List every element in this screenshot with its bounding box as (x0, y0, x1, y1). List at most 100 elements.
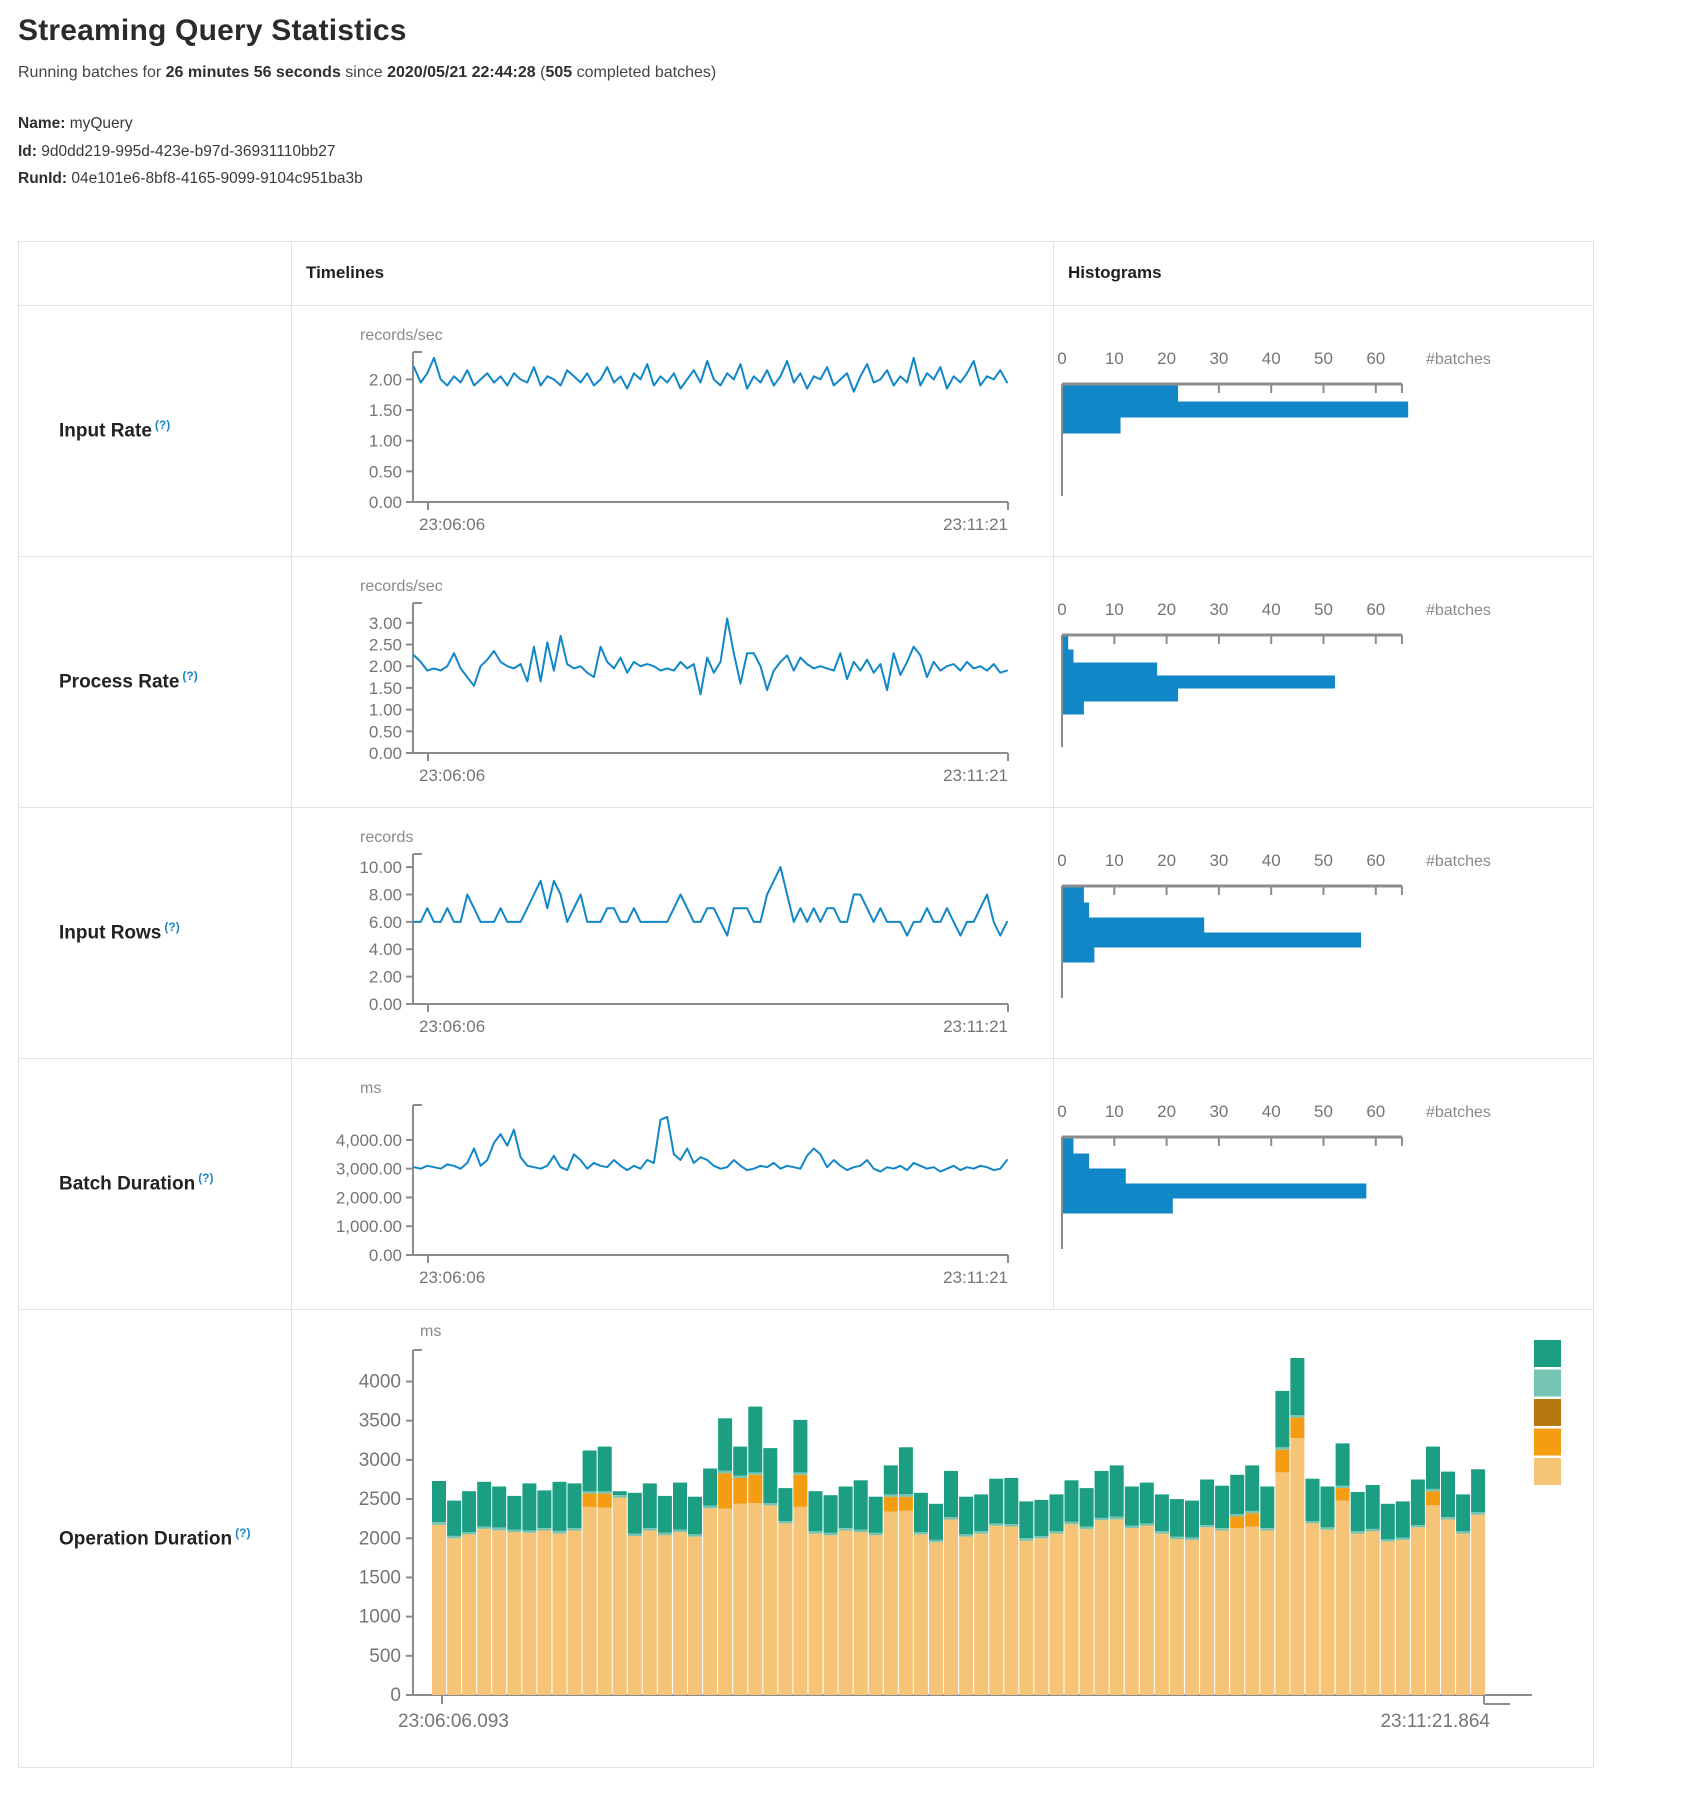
svg-text:3000: 3000 (359, 1450, 401, 1471)
input-rate-timeline-cell: records/sec 2.00 1.50 1.00 0.50 0.00 23:06:06 2… (291, 304, 1054, 557)
svg-text:23:06:06: 23:06:06 (419, 766, 485, 785)
process-rate-help-icon[interactable]: (?) (182, 669, 198, 684)
query-meta: Name: myQuery Id: 9d0dd219-995d-423e-b97… (18, 110, 1675, 193)
svg-text:0: 0 (1057, 1102, 1066, 1121)
process-rate-label: Process Rate (?) (59, 669, 198, 693)
svg-text:6.00: 6.00 (369, 912, 402, 931)
input-rows-help-icon[interactable]: (?) (164, 920, 180, 935)
svg-text:50: 50 (1314, 851, 1333, 870)
input-rows-row: Input Rows (?) records 10.00 8.00 6.00 4.00 2.… (18, 806, 1594, 1059)
svg-text:10: 10 (1105, 851, 1124, 870)
batch-duration-label-cell: Batch Duration (?) (18, 1057, 292, 1310)
operation-duration-help-icon[interactable]: (?) (235, 1525, 251, 1540)
svg-text:20: 20 (1157, 349, 1176, 368)
process-rate-histogram-cell: 0 10 20 30 40 50 60 #batches (1053, 555, 1594, 808)
batch-duration-timeline-chart: ms 4,000.00 3,000.00 2,000.00 1,000.00 0.00 23… (336, 1080, 1009, 1287)
svg-text:10: 10 (1105, 600, 1124, 619)
input-rows-label: Input Rows (?) (59, 920, 180, 944)
svg-text:40: 40 (1262, 349, 1281, 368)
svg-text:23:11:21: 23:11:21 (943, 515, 1008, 534)
svg-text:records: records (360, 829, 413, 846)
batch-duration-help-icon[interactable]: (?) (198, 1171, 214, 1186)
svg-text:50: 50 (1314, 349, 1333, 368)
running-batches-summary: Running batches for 26 minutes 56 second… (18, 64, 1675, 82)
svg-text:4000: 4000 (359, 1372, 401, 1393)
svg-text:3500: 3500 (359, 1411, 401, 1432)
svg-text:1.00: 1.00 (369, 431, 402, 450)
runid-label: RunId: (18, 170, 68, 187)
svg-text:30: 30 (1209, 600, 1228, 619)
query-runid-line: RunId: 04e101e6-8bf8-4165-9099-9104c951b… (18, 165, 1675, 193)
svg-text:500: 500 (369, 1646, 401, 1667)
svg-text:0.00: 0.00 (369, 493, 402, 512)
svg-text:23:11:21: 23:11:21 (943, 1017, 1008, 1036)
operation-duration-label-cell: Operation Duration (?) (18, 1308, 292, 1768)
svg-text:#batches: #batches (1426, 1104, 1491, 1121)
id-value: 9d0dd219-995d-423e-b97d-36931110bb27 (41, 142, 336, 160)
svg-text:#batches: #batches (1426, 351, 1491, 368)
batch-duration-histogram-cell: 0 10 20 30 40 50 60 #batches (1053, 1057, 1594, 1310)
process-rate-histogram-chart: 0 10 20 30 40 50 60 #batches (1057, 600, 1491, 747)
input-rate-help-icon[interactable]: (?) (154, 418, 171, 433)
svg-text:60: 60 (1366, 349, 1385, 368)
batch-duration-label: Batch Duration (?) (59, 1171, 214, 1195)
svg-text:60: 60 (1366, 600, 1385, 619)
svg-text:20: 20 (1157, 1102, 1176, 1121)
start-time: 2020/05/21 22:44:28 (387, 64, 536, 81)
svg-text:60: 60 (1366, 851, 1385, 870)
svg-text:0: 0 (390, 1685, 401, 1706)
id-label: Id: (18, 142, 37, 160)
svg-text:23:11:21: 23:11:21 (943, 766, 1008, 785)
input-rate-histogram-cell: 0 10 20 30 40 50 60 #batches (1053, 304, 1594, 557)
svg-text:ms: ms (360, 1080, 381, 1097)
statistics-table: Timelines Histograms Input Rate (?) recor… (18, 240, 1594, 1768)
batch-duration-histogram-chart: 0 10 20 30 40 50 60 #batches (1057, 1102, 1491, 1249)
svg-text:30: 30 (1209, 1102, 1228, 1121)
svg-text:4,000.00: 4,000.00 (336, 1130, 402, 1149)
since-word: since (340, 64, 388, 81)
svg-text:30: 30 (1209, 851, 1228, 870)
svg-text:8.00: 8.00 (369, 885, 402, 904)
table-header-row: Timelines Histograms (18, 240, 1594, 306)
svg-text:40: 40 (1262, 1102, 1281, 1121)
svg-text:2000: 2000 (359, 1528, 401, 1549)
svg-text:23:06:06: 23:06:06 (419, 515, 485, 534)
process-rate-timeline-chart: records/sec 3.00 2.50 2.00 1.50 1.00 0.50 0.00 2… (360, 578, 1009, 785)
svg-text:0.00: 0.00 (369, 744, 402, 763)
svg-text:10: 10 (1105, 1102, 1124, 1121)
running-duration: 26 minutes 56 seconds (165, 64, 341, 81)
svg-text:2500: 2500 (359, 1489, 401, 1510)
input-rate-label: Input Rate (?) (59, 418, 171, 442)
input-rows-histogram-cell: 0 10 20 30 40 50 60 #batches (1053, 806, 1594, 1059)
svg-text:23:06:06: 23:06:06 (419, 1268, 485, 1287)
histograms-header: Histograms (1053, 240, 1594, 306)
input-rows-timeline-chart: records 10.00 8.00 6.00 4.00 2.00 0.00 23:06:06… (359, 829, 1009, 1036)
query-id-line: Id: 9d0dd219-995d-423e-b97d-36931110bb27 (18, 138, 1675, 166)
svg-text:0: 0 (1057, 349, 1066, 368)
svg-text:0.50: 0.50 (369, 722, 402, 741)
input-rate-histogram-chart: 0 10 20 30 40 50 60 #batches (1057, 349, 1491, 496)
name-value: myQuery (69, 115, 133, 132)
svg-text:0.00: 0.00 (369, 995, 402, 1014)
running-prefix: Running batches for (18, 64, 166, 81)
svg-text:1,000.00: 1,000.00 (336, 1217, 402, 1236)
svg-text:50: 50 (1314, 600, 1333, 619)
svg-text:4.00: 4.00 (369, 940, 402, 959)
svg-text:#batches: #batches (1426, 602, 1491, 619)
operation-duration-row: Operation Duration (?) ms 4000 3500 3000 2500… (18, 1308, 1594, 1768)
process-rate-row: Process Rate (?) records/sec 3.00 2.50 2.00 1… (18, 555, 1594, 808)
svg-text:1000: 1000 (359, 1607, 401, 1628)
svg-text:records/sec: records/sec (360, 327, 443, 344)
svg-text:10.00: 10.00 (359, 858, 402, 877)
page-title: Streaming Query Statistics (18, 14, 407, 47)
timelines-header: Timelines (291, 240, 1054, 306)
svg-text:10: 10 (1105, 349, 1124, 368)
svg-text:1500: 1500 (359, 1567, 401, 1588)
svg-text:1.50: 1.50 (369, 678, 402, 697)
svg-text:0: 0 (1057, 600, 1066, 619)
svg-text:23:06:06.093: 23:06:06.093 (398, 1711, 509, 1732)
metric-header-cell (18, 240, 292, 306)
process-rate-timeline-cell: records/sec 3.00 2.50 2.00 1.50 1.00 0.50 0.00 2… (291, 555, 1054, 808)
svg-text:1.00: 1.00 (369, 700, 402, 719)
svg-text:0: 0 (1057, 851, 1066, 870)
